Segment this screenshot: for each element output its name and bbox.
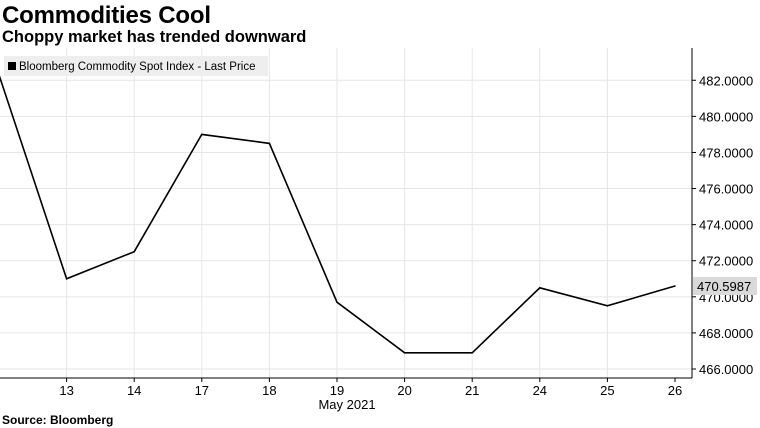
- y-tick-label: 474.0000: [699, 218, 753, 233]
- y-tick-label: 482.0000: [699, 73, 753, 88]
- chart-subtitle: Choppy market has trended downward: [2, 28, 307, 46]
- last-value-label: 470.5987: [693, 277, 757, 296]
- data-point: [133, 250, 135, 253]
- x-axis: 13 14 17 18 19 20 21 24 25 26: [0, 377, 692, 398]
- x-tick-label: 19: [330, 383, 344, 398]
- y-tick-label: 472.0000: [699, 254, 753, 269]
- x-tick-label: 17: [195, 383, 209, 398]
- y-axis: 466.0000468.0000470.0000472.0000474.0000…: [691, 48, 753, 378]
- y-tick-label: 478.0000: [699, 145, 753, 160]
- data-point: [674, 285, 676, 287]
- y-tick-label: 466.0000: [699, 362, 753, 377]
- x-tick-label: 21: [465, 383, 479, 398]
- grid-lines: [0, 48, 692, 378]
- y-tick-label: 476.0000: [699, 182, 753, 197]
- x-tick-label: 25: [600, 383, 614, 398]
- data-point: [471, 351, 474, 354]
- last-value-text: 470.5987: [697, 279, 751, 294]
- legend-swatch: [8, 62, 16, 70]
- x-tick-label: 14: [127, 383, 141, 398]
- x-tick-label: 24: [533, 383, 547, 398]
- data-point: [65, 277, 68, 280]
- x-axis-label: May 2021: [318, 397, 375, 412]
- data-point: [336, 301, 338, 304]
- legend-label: Bloomberg Commodity Spot Index - Last Pr…: [19, 61, 256, 73]
- y-tick-label: 480.0000: [699, 109, 753, 124]
- chart-title: Commodities Cool: [2, 2, 211, 29]
- series-layer: [0, 75, 676, 354]
- y-tick-label: 468.0000: [699, 326, 753, 341]
- data-point: [201, 133, 203, 136]
- x-tick-label: 26: [668, 383, 682, 398]
- last-value-box: [693, 277, 757, 296]
- data-point: [539, 286, 541, 289]
- data-point: [606, 305, 609, 307]
- legend-box: [4, 56, 268, 76]
- x-tick-label: 20: [397, 383, 411, 398]
- source-note: Source: Bloomberg: [2, 413, 114, 427]
- data-point: [403, 351, 406, 354]
- x-tick-label: 18: [262, 383, 276, 398]
- data-point: [268, 142, 271, 145]
- x-tick-label: 13: [59, 383, 73, 398]
